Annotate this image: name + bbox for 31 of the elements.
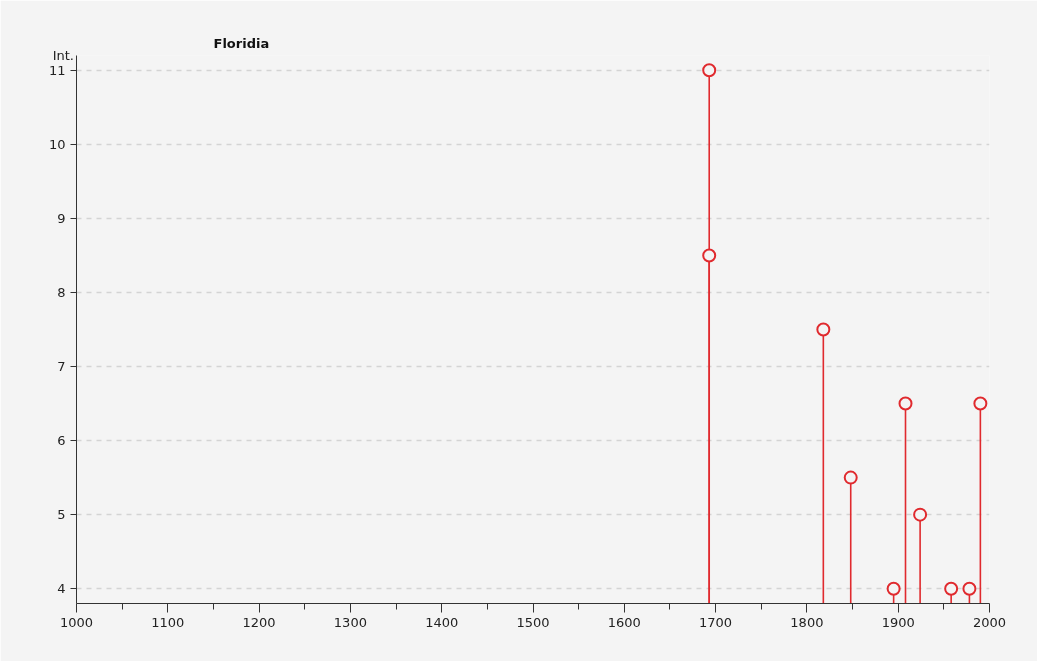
- x-tick-label: 1900: [881, 614, 915, 630]
- x-tick-label: 1800: [790, 614, 824, 630]
- x-tick-label: 1400: [425, 614, 459, 630]
- x-tick-label: 1300: [333, 614, 367, 630]
- y-tick-label: 4: [57, 581, 66, 597]
- x-tick-label: 1100: [151, 614, 185, 630]
- point: [898, 396, 913, 411]
- x-tick-label: 1600: [607, 614, 641, 630]
- x-tick-label: 1200: [242, 614, 276, 630]
- x-tick-label: 1500: [516, 614, 550, 630]
- y-axis-title: Int.: [52, 48, 74, 63]
- point: [913, 507, 928, 522]
- y-tick-label: 8: [57, 284, 66, 300]
- y-tick-label: 9: [57, 210, 66, 226]
- y-tick-label: 11: [48, 62, 66, 78]
- y-tick-label: 10: [48, 136, 66, 152]
- y-tick-label: 5: [57, 507, 66, 523]
- point: [816, 322, 831, 337]
- point: [843, 470, 858, 485]
- point: [886, 581, 901, 596]
- point: [944, 581, 959, 596]
- chart-title: Floridia: [213, 35, 270, 51]
- point: [702, 63, 717, 78]
- point: [962, 581, 977, 596]
- point: [702, 248, 717, 263]
- x-tick-label: 1700: [699, 614, 733, 630]
- y-tick-label: 6: [57, 433, 66, 449]
- point: [973, 396, 988, 411]
- x-tick-label: 2000: [972, 614, 1007, 630]
- x-tick-label: 1000: [59, 614, 94, 630]
- y-tick-label: 7: [57, 359, 66, 375]
